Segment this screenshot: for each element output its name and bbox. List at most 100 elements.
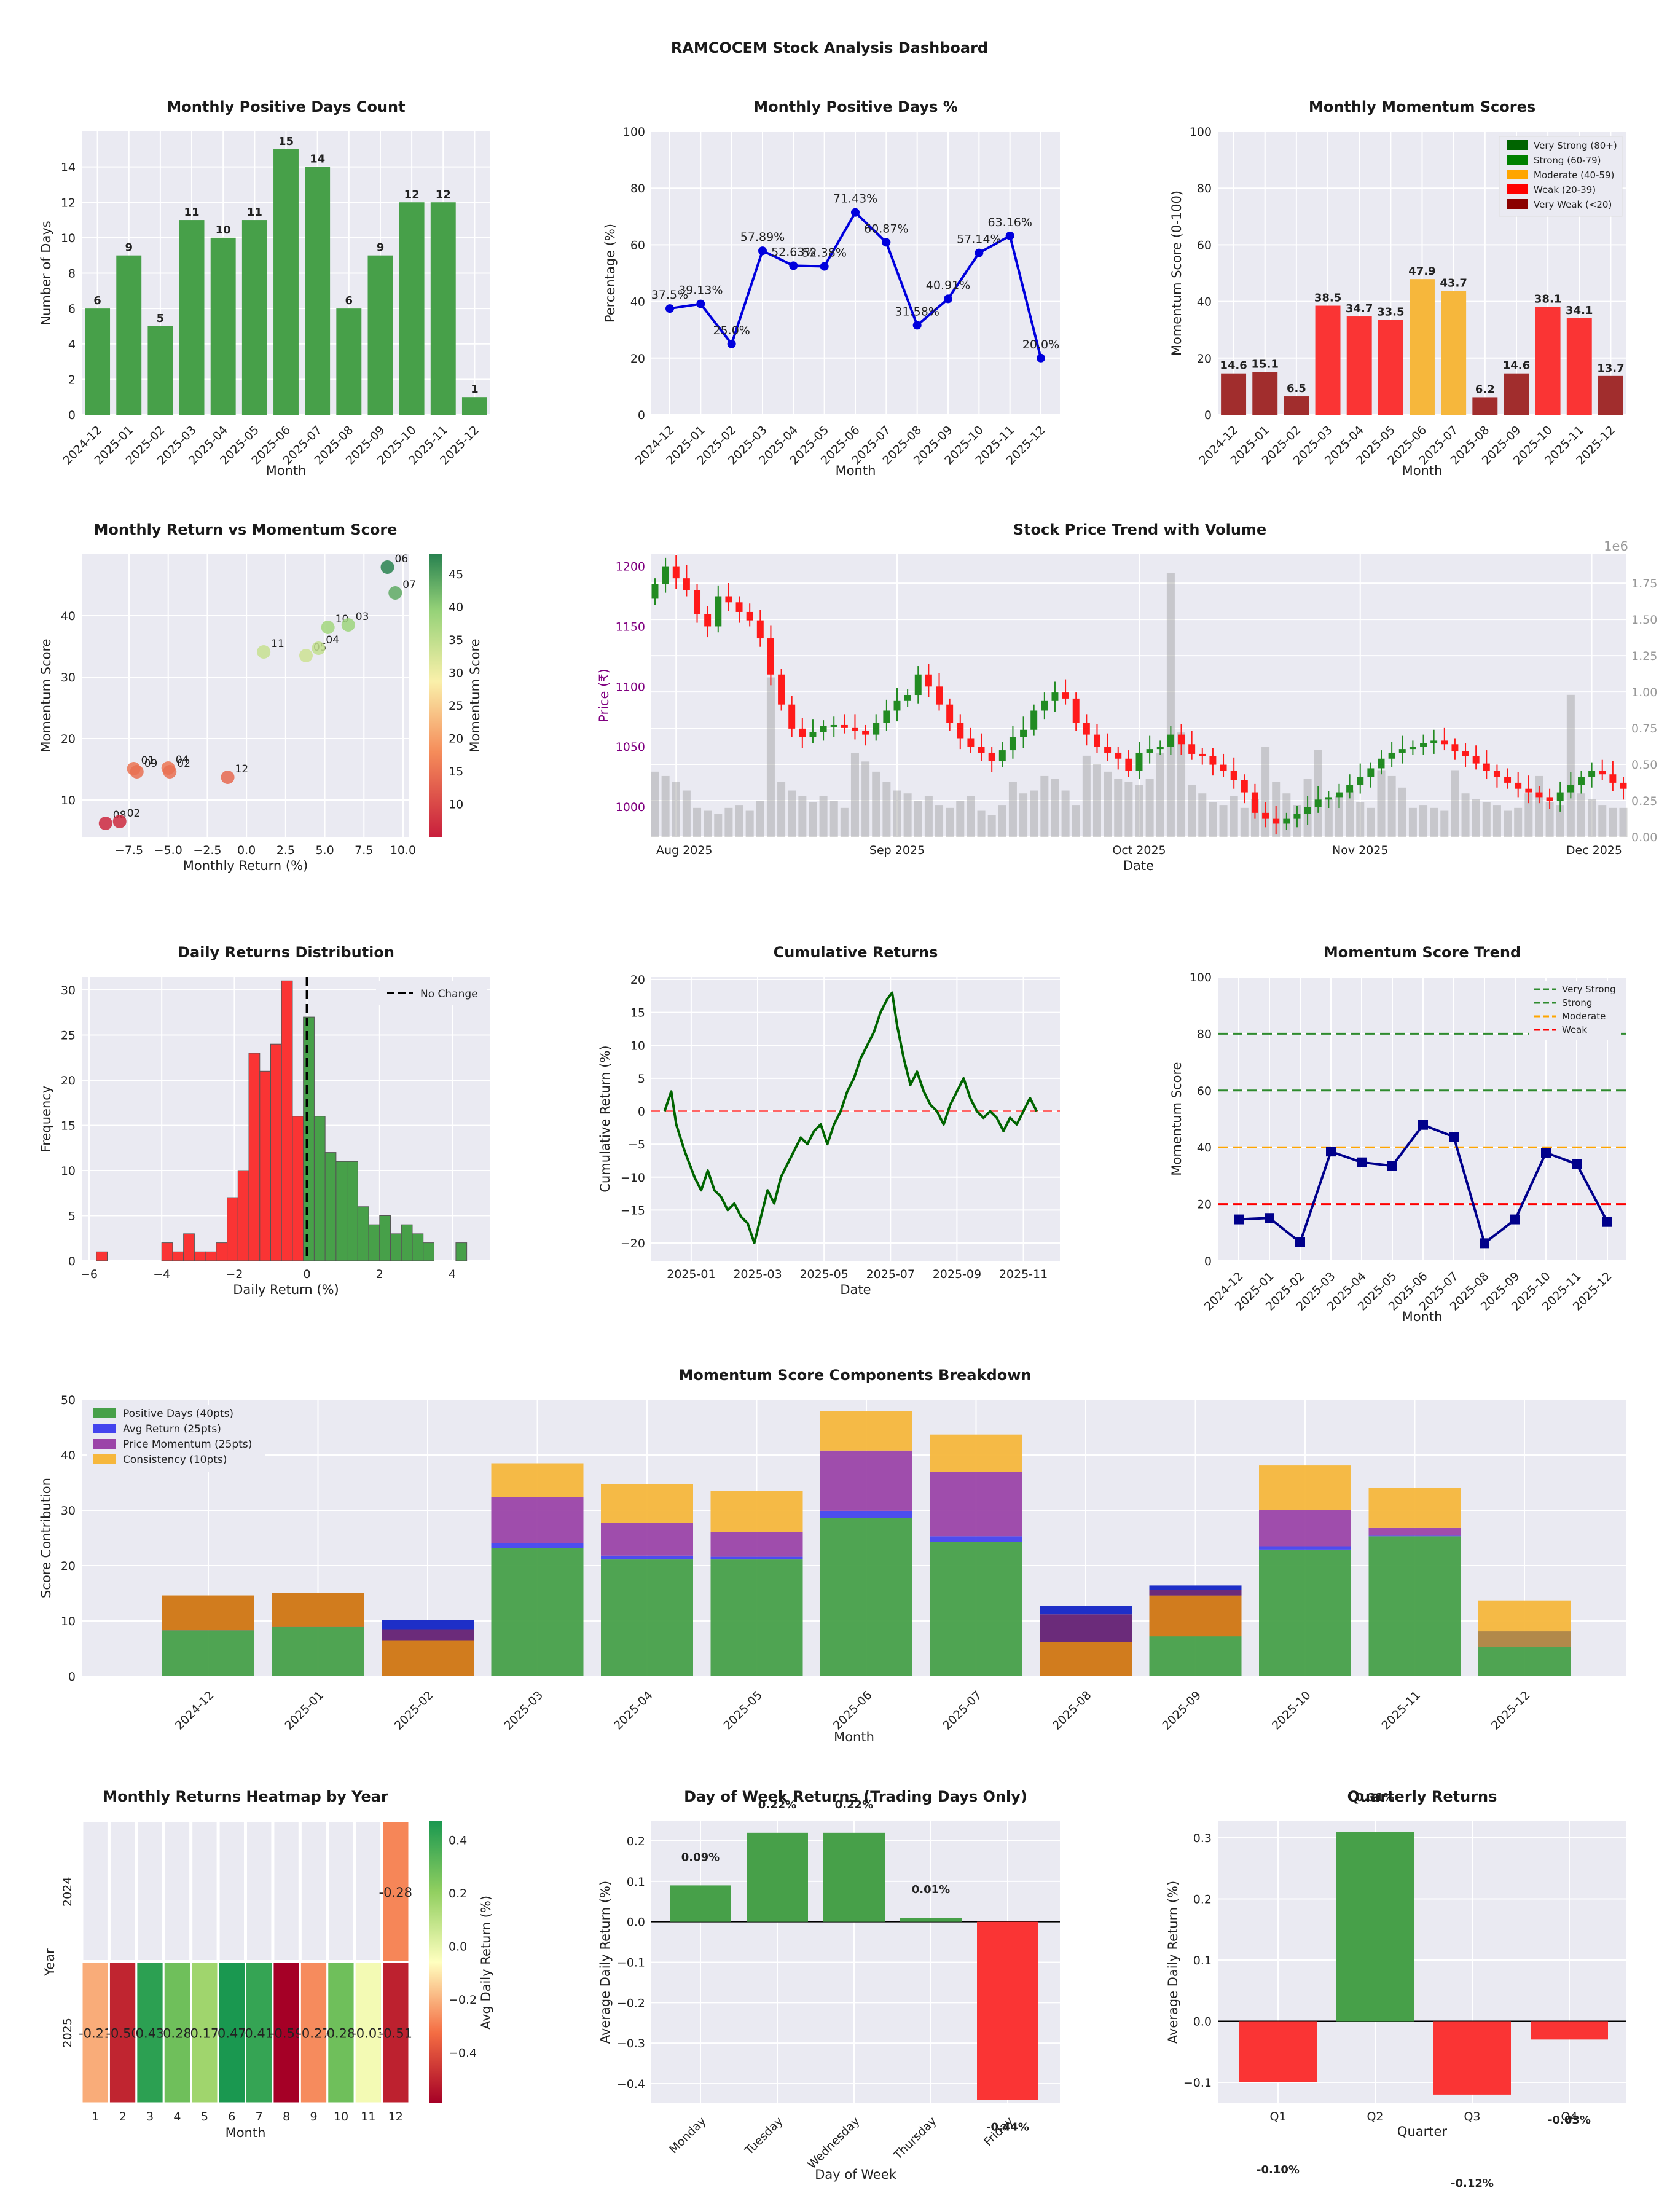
volume-bar	[1114, 779, 1123, 837]
volume-bar	[1346, 790, 1354, 837]
y-tick-label: −20	[621, 1237, 645, 1250]
x-tick-label: Q3	[1464, 2110, 1480, 2124]
x-tick-label: 4	[449, 1268, 456, 1281]
candle-body	[1283, 818, 1290, 824]
data-label: 71.43%	[833, 192, 877, 206]
point	[388, 586, 402, 600]
data-label: -0.44%	[986, 2120, 1029, 2133]
title-positive-days-count: Monthly Positive Days Count	[167, 98, 406, 116]
candle-body	[1441, 740, 1448, 745]
x-axis-label: Month	[266, 463, 307, 478]
candle-body	[1304, 807, 1311, 814]
candle-body	[1083, 723, 1090, 735]
legend-swatch	[1507, 170, 1528, 179]
candle-body	[841, 724, 848, 728]
data-label: 52.63%	[771, 245, 815, 259]
x-tick-label: 0.0	[237, 844, 256, 857]
candle-body	[746, 611, 753, 621]
volume-bar	[1166, 573, 1175, 837]
candle-body	[1325, 797, 1332, 800]
hist-bar	[324, 1152, 337, 1261]
y-tick-label: 1050	[616, 740, 645, 754]
y-tick-label: −10	[621, 1171, 645, 1185]
candle-body	[756, 620, 764, 639]
colorbar-tick: 30	[449, 667, 463, 680]
stack-segment	[491, 1543, 584, 1548]
candle-body	[1525, 788, 1532, 793]
volume-bar	[914, 801, 922, 837]
stack-overlay	[272, 1593, 364, 1627]
legend-label: No Change	[420, 988, 478, 1000]
volume-bar	[1124, 782, 1133, 837]
data-label: 40.91%	[926, 278, 970, 292]
bar	[147, 326, 173, 415]
point-label: 11	[271, 638, 284, 650]
candle-body	[1041, 700, 1048, 711]
colorbar-label: Avg Daily Return (%)	[479, 1896, 493, 2030]
point	[312, 641, 326, 655]
volume-bar	[840, 807, 849, 837]
volume-bar	[1324, 799, 1333, 837]
candle-body	[767, 638, 774, 675]
candle-body	[1135, 752, 1143, 771]
data-label: 6	[93, 294, 101, 307]
point	[257, 645, 271, 659]
heatmap-cell-empty	[136, 1820, 164, 1962]
stack-segment	[1259, 1510, 1351, 1547]
candle-body	[1146, 749, 1153, 753]
volume-bar	[1030, 790, 1038, 837]
stack-segment	[820, 1411, 912, 1451]
candle-body	[1104, 747, 1112, 753]
volume-bar	[1008, 782, 1017, 837]
y-axis-label: Average Daily Return (%)	[1166, 1881, 1180, 2044]
legend-label: Very Strong (80+)	[1534, 140, 1617, 151]
volume-bar	[830, 801, 838, 837]
y-tick-label: 0.0	[627, 1916, 645, 1929]
x-tick-label: 2025-07	[866, 1268, 915, 1281]
candle-body	[1409, 747, 1416, 750]
bar	[1284, 396, 1309, 415]
volume-bar	[1240, 807, 1249, 837]
heatmap-cell	[245, 1961, 274, 2104]
candle-body	[1462, 751, 1469, 756]
candle-body	[1451, 744, 1459, 752]
hist-bar	[292, 1116, 304, 1261]
stack-segment	[710, 1491, 803, 1532]
heatmap-cell-empty	[354, 1820, 383, 1962]
point	[321, 621, 335, 634]
volume-bar	[1092, 764, 1101, 837]
point	[1418, 1120, 1428, 1130]
volume-bar	[924, 796, 933, 837]
x-tick-label: 2025-09	[1159, 1688, 1204, 1733]
y-tick-label: 0	[1204, 409, 1212, 422]
y-tick-label: 0	[68, 1670, 76, 1684]
stack-segment	[1368, 1535, 1461, 1537]
candle-body	[988, 752, 995, 761]
volume-bar	[1188, 785, 1196, 837]
x-tick-label: 9	[310, 2110, 317, 2124]
y-tick-label: 2	[68, 373, 76, 386]
candle-body	[967, 738, 975, 747]
point	[1265, 1213, 1274, 1223]
point	[789, 261, 798, 270]
volume-bar	[1398, 787, 1406, 837]
heatmap-cell	[381, 1961, 410, 2104]
bar	[1378, 320, 1403, 415]
y-tick-label: 1150	[616, 620, 645, 633]
volume-bar	[1588, 799, 1596, 837]
x-tick-label: 3	[146, 2110, 154, 2124]
candle-body	[1273, 818, 1280, 824]
y-tick-label: 100	[1190, 971, 1212, 984]
y-tick-label: 1100	[616, 680, 645, 694]
data-label: 0.31%	[1356, 1791, 1394, 1804]
title-positive-days-pct: Monthly Positive Days %	[753, 98, 958, 116]
x-axis-label: Daily Return (%)	[233, 1282, 339, 1297]
data-label: 11	[184, 206, 200, 219]
stack-segment	[491, 1548, 584, 1676]
volume-bar	[724, 807, 733, 837]
hist-bar	[313, 1116, 326, 1261]
bar	[336, 308, 362, 415]
hist-bar	[270, 1043, 282, 1261]
hist-bar	[412, 1233, 424, 1261]
point	[221, 771, 235, 784]
